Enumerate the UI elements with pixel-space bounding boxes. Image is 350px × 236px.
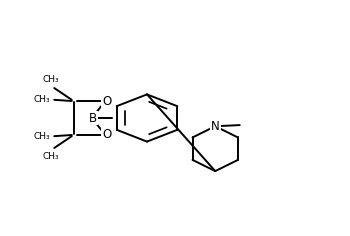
Text: CH₃: CH₃ (42, 76, 59, 84)
Text: B: B (89, 111, 97, 125)
Text: CH₃: CH₃ (42, 152, 59, 160)
Text: N: N (211, 120, 220, 133)
Text: CH₃: CH₃ (33, 95, 50, 104)
Text: O: O (102, 94, 111, 108)
Text: CH₃: CH₃ (33, 132, 50, 141)
Text: O: O (102, 128, 111, 142)
